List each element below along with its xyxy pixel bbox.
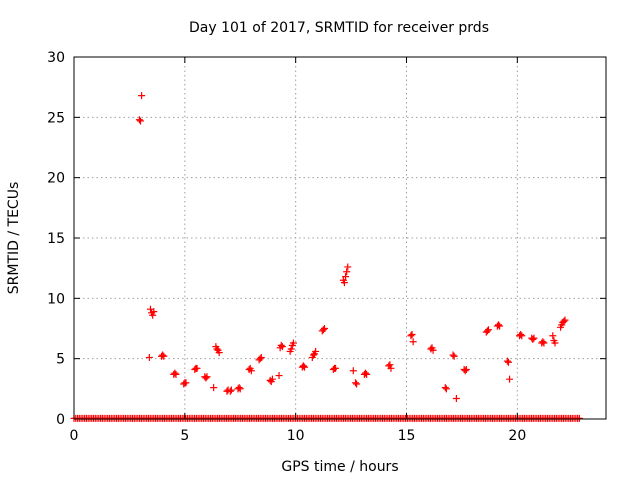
y-tick-label: 30: [47, 50, 65, 66]
baseline-point: [575, 414, 583, 422]
data-point: [343, 268, 351, 276]
data-point: [539, 338, 547, 346]
data-point: [215, 349, 223, 357]
data-point: [442, 385, 450, 393]
data-point: [387, 364, 395, 372]
data-point: [342, 273, 350, 281]
data-point: [320, 325, 328, 332]
grid-lines: [74, 57, 606, 419]
data-point: [193, 364, 201, 372]
data-point: [363, 370, 371, 378]
chart-title: Day 101 of 2017, SRMTID for receiver prd…: [189, 20, 489, 36]
data-point: [452, 394, 460, 402]
data-point: [289, 339, 297, 347]
data-point: [560, 317, 568, 325]
data-point: [150, 308, 158, 316]
x-tick-label: 20: [508, 428, 526, 444]
data-point: [256, 355, 264, 363]
x-tick-label: 5: [180, 428, 189, 444]
data-point: [210, 384, 218, 392]
data-point: [277, 341, 285, 349]
data-point: [145, 353, 153, 361]
x-tick-label: 15: [398, 428, 416, 444]
data-point: [461, 367, 469, 375]
data-point: [361, 369, 369, 377]
data-point: [494, 321, 502, 329]
data-point: [506, 375, 514, 383]
data-point: [352, 379, 360, 387]
data-point: [213, 345, 221, 353]
y-tick-label: 15: [47, 231, 65, 247]
data-point: [203, 373, 211, 381]
data-point: [236, 385, 244, 393]
data-point: [226, 387, 234, 395]
data-point: [278, 343, 286, 351]
axis-ticks: 0 5 10 15 20 0 5 10 15 20 25 30: [47, 50, 606, 444]
data-point: [159, 351, 167, 359]
data-point: [503, 357, 511, 365]
data-point: [349, 367, 357, 375]
y-axis-label: SRMTID / TECUs: [6, 182, 22, 295]
data-point: [312, 347, 320, 355]
data-point: [319, 326, 327, 334]
data-point: [301, 363, 309, 371]
data-point: [485, 326, 493, 334]
data-point: [287, 345, 295, 353]
data-point: [353, 380, 361, 388]
data-point: [540, 339, 548, 347]
data-point: [529, 335, 537, 343]
data-point: [504, 358, 512, 366]
data-point: [268, 375, 276, 383]
data-point: [462, 366, 470, 374]
data-point: [561, 316, 569, 324]
data-point: [257, 353, 265, 361]
data-point: [172, 370, 180, 378]
data-point: [551, 339, 559, 347]
data-point: [344, 263, 352, 271]
data-point: [549, 332, 557, 340]
data-point: [407, 332, 415, 340]
data-point: [409, 338, 417, 346]
data-points: [70, 92, 583, 422]
data-point: [386, 361, 394, 369]
data-point: [138, 92, 146, 100]
data-point: [429, 346, 437, 354]
data-point: [496, 322, 504, 330]
data-point: [275, 372, 283, 380]
y-tick-label: 25: [47, 110, 65, 126]
x-tick-label: 10: [287, 428, 305, 444]
y-tick-label: 20: [47, 171, 65, 187]
data-point: [235, 384, 243, 392]
data-point: [135, 116, 143, 124]
data-point: [517, 331, 525, 339]
data-point: [160, 352, 168, 360]
data-point: [149, 311, 157, 319]
x-axis-label: GPS time / hours: [281, 459, 398, 475]
data-point: [227, 386, 235, 394]
data-point: [450, 352, 458, 360]
data-point: [408, 331, 416, 339]
y-tick-label: 0: [56, 412, 65, 428]
data-point: [449, 351, 457, 359]
data-point: [483, 327, 491, 335]
data-point: [299, 362, 307, 370]
data-point: [171, 369, 179, 377]
data-point: [441, 384, 449, 392]
y-tick-label: 10: [47, 291, 65, 307]
data-point: [247, 367, 255, 375]
data-point: [518, 332, 526, 340]
data-point: [309, 351, 317, 359]
x-tick-label: 0: [70, 428, 79, 444]
y-tick-label: 5: [56, 352, 65, 368]
data-point: [182, 379, 190, 387]
data-point: [530, 334, 538, 342]
data-point: [332, 364, 340, 372]
data-point: [137, 117, 144, 125]
data-point: [202, 374, 210, 382]
data-point: [340, 279, 348, 287]
